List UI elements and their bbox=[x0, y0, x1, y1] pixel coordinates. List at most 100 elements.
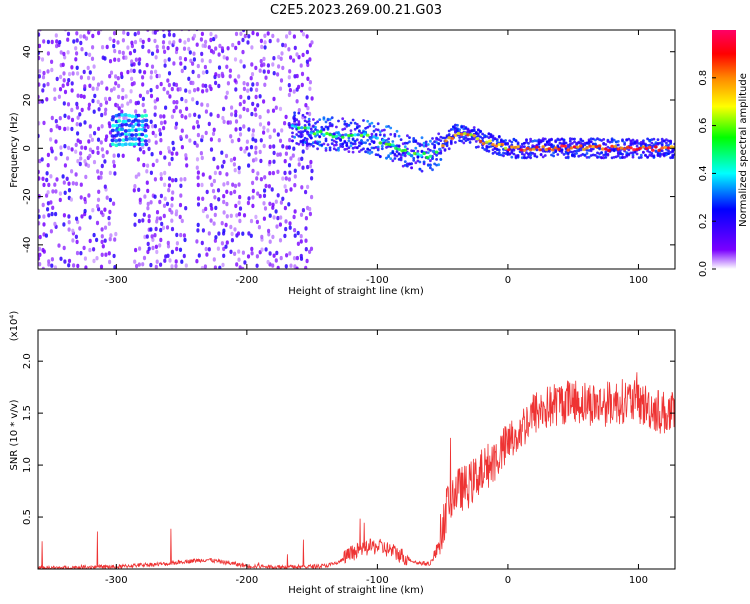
halo-cell bbox=[368, 152, 372, 155]
trace-cell bbox=[569, 146, 574, 150]
noise-cell bbox=[108, 197, 112, 203]
noise-cell bbox=[214, 235, 218, 240]
noise-cell bbox=[238, 102, 242, 107]
noise-cell bbox=[86, 163, 91, 168]
noise-cell bbox=[113, 48, 117, 54]
noise-cell bbox=[289, 156, 293, 161]
halo-cell bbox=[351, 142, 355, 146]
trace-cell bbox=[619, 146, 624, 150]
noise-cell bbox=[217, 65, 222, 70]
noise-cell bbox=[149, 119, 153, 125]
halo-cell bbox=[395, 154, 399, 158]
trace-cell bbox=[384, 142, 389, 146]
noise-cell bbox=[49, 128, 53, 133]
noise-cell bbox=[155, 249, 159, 255]
noise-cell bbox=[42, 39, 46, 44]
trace-cell bbox=[350, 133, 354, 137]
noise-cell bbox=[46, 201, 51, 206]
noise-cell bbox=[147, 218, 151, 224]
halo-cell bbox=[635, 152, 639, 156]
halo-cell bbox=[504, 141, 507, 145]
noise-cell bbox=[50, 257, 55, 262]
noise-cell bbox=[155, 216, 159, 221]
trace-cell bbox=[588, 144, 592, 148]
halo-cell bbox=[556, 138, 560, 142]
noise-cell bbox=[83, 196, 87, 202]
noise-cell bbox=[159, 237, 163, 243]
halo-cell bbox=[320, 125, 324, 129]
noise-cell bbox=[88, 83, 92, 89]
noise-cell bbox=[113, 265, 117, 269]
noise-cell bbox=[163, 120, 167, 125]
noise-cell bbox=[66, 126, 70, 131]
noise-cell bbox=[118, 49, 122, 55]
halo-cell bbox=[303, 115, 307, 119]
halo-cell bbox=[554, 149, 558, 153]
noise-cell bbox=[66, 81, 70, 87]
noise-cell bbox=[285, 145, 289, 150]
noise-cell bbox=[293, 228, 297, 233]
noise-cell bbox=[96, 169, 100, 174]
noise-cell bbox=[46, 152, 51, 158]
noise-cell bbox=[306, 76, 310, 82]
noise-cell bbox=[267, 121, 271, 126]
halo-cell bbox=[370, 139, 374, 143]
halo-cell bbox=[648, 143, 652, 147]
halo-cell bbox=[568, 142, 572, 146]
burst-cell bbox=[117, 138, 122, 142]
noise-cell bbox=[87, 102, 91, 108]
noise-cell bbox=[108, 96, 112, 102]
trace-cell bbox=[378, 141, 383, 145]
noise-cell bbox=[151, 162, 155, 168]
halo-cell bbox=[318, 118, 322, 121]
noise-cell bbox=[268, 213, 272, 218]
noise-cell bbox=[213, 238, 217, 243]
halo-cell bbox=[623, 156, 626, 159]
noise-cell bbox=[289, 263, 293, 268]
noise-cell bbox=[308, 211, 312, 217]
noise-cell bbox=[220, 71, 224, 77]
noise-cell bbox=[174, 121, 179, 127]
trace-cell bbox=[591, 145, 596, 149]
noise-cell bbox=[185, 134, 189, 139]
noise-cell bbox=[99, 175, 103, 180]
noise-cell bbox=[186, 37, 191, 43]
halo-cell bbox=[297, 123, 301, 126]
noise-cell bbox=[254, 145, 258, 150]
noise-cell bbox=[50, 263, 54, 268]
halo-cell bbox=[355, 138, 359, 142]
noise-cell bbox=[97, 126, 101, 131]
halo-cell bbox=[606, 152, 610, 156]
noise-cell bbox=[262, 130, 266, 135]
noise-cell bbox=[158, 216, 163, 221]
noise-cell bbox=[274, 199, 278, 204]
trace-cell bbox=[666, 146, 671, 150]
halo-cell bbox=[335, 148, 338, 152]
noise-cell bbox=[268, 201, 272, 206]
noise-cell bbox=[205, 88, 209, 93]
noise-cell bbox=[310, 168, 314, 174]
noise-cell bbox=[250, 45, 254, 50]
noise-cell bbox=[267, 232, 271, 237]
halo-cell bbox=[520, 152, 524, 156]
noise-cell bbox=[87, 75, 91, 81]
halo-cell bbox=[579, 137, 583, 141]
noise-cell bbox=[214, 80, 218, 86]
noise-cell bbox=[107, 251, 111, 256]
noise-cell bbox=[108, 237, 112, 242]
noise-cell bbox=[41, 266, 45, 269]
noise-cell bbox=[288, 137, 292, 143]
noise-cell bbox=[149, 200, 153, 205]
halo-cell bbox=[435, 163, 438, 167]
noise-cell bbox=[97, 30, 101, 36]
noise-cell bbox=[262, 201, 266, 206]
noise-cell bbox=[297, 55, 301, 60]
noise-cell bbox=[100, 234, 104, 239]
noise-cell bbox=[46, 39, 51, 45]
noise-cell bbox=[129, 99, 133, 104]
noise-cell bbox=[238, 25, 241, 29]
halo-cell bbox=[535, 139, 539, 143]
burst-cell bbox=[143, 128, 148, 133]
noise-cell bbox=[259, 38, 263, 44]
noise-cell bbox=[185, 106, 189, 112]
